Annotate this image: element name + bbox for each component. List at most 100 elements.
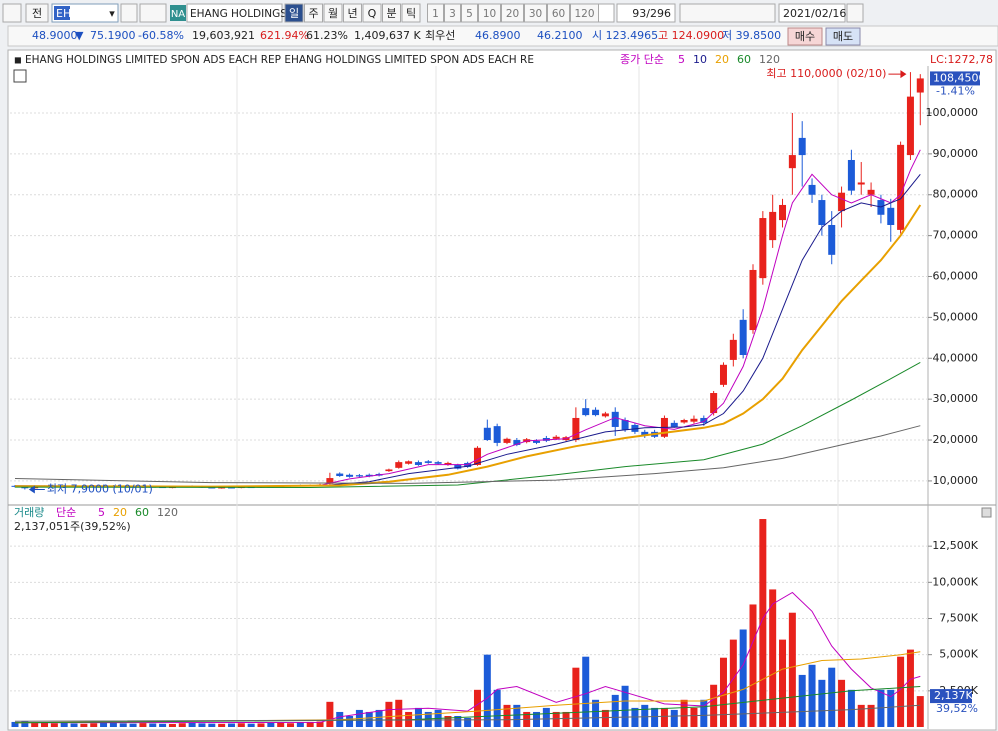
- period-button[interactable]: [362, 3, 382, 23]
- volume-bar: [798, 674, 806, 727]
- period[interactable]: 틱: [406, 7, 416, 20]
- search-button[interactable]: [120, 3, 138, 23]
- interval-button[interactable]: [524, 3, 547, 23]
- mode[interactable]: 전: [32, 7, 42, 20]
- period-button[interactable]: [343, 3, 362, 23]
- period[interactable]: 월: [328, 7, 338, 20]
- period-button[interactable]: [401, 3, 421, 23]
- period-button[interactable]: [284, 3, 304, 23]
- buy[interactable]: 매수: [795, 30, 815, 43]
- sell[interactable]: 매도: [833, 30, 853, 43]
- date[interactable]: 2021/02/16: [783, 7, 846, 20]
- candle-body: [434, 462, 442, 464]
- last-price: 108,4500: [933, 71, 986, 84]
- volume-bar: [572, 667, 580, 727]
- volume-bar: [592, 699, 600, 727]
- volume-bar: [808, 664, 816, 727]
- market: NA: [171, 9, 185, 20]
- volume-bar: [542, 707, 550, 727]
- candle-body: [385, 469, 393, 472]
- buy-button[interactable]: [787, 27, 823, 46]
- volume-bar: [198, 723, 206, 727]
- volume-bar: [670, 709, 678, 727]
- volume-bar: [287, 723, 295, 727]
- dropdown-arrow[interactable]: ▾: [109, 7, 115, 20]
- sell-button[interactable]: [825, 27, 861, 46]
- period[interactable]: 주: [308, 7, 318, 20]
- interval-button[interactable]: [547, 3, 570, 23]
- interval-button[interactable]: [501, 3, 524, 23]
- interval-button[interactable]: [478, 3, 501, 23]
- low-note: 최저 7,9000 (10/01): [47, 483, 153, 496]
- candle-body: [582, 408, 590, 416]
- interval[interactable]: 120: [574, 8, 594, 20]
- volume-bar: [631, 707, 639, 727]
- price: 48.9000: [32, 29, 78, 42]
- period-button[interactable]: [323, 3, 343, 23]
- lc-label: LC:1272,78: [930, 53, 993, 66]
- interval[interactable]: 5: [466, 8, 473, 20]
- panel-close[interactable]: [981, 507, 992, 518]
- interval-button[interactable]: [444, 3, 461, 23]
- tool-icons[interactable]: [679, 3, 776, 23]
- interval[interactable]: 10: [483, 8, 496, 20]
- mode-button[interactable]: [25, 3, 49, 23]
- candle-body: [208, 487, 216, 489]
- candle-body: [395, 462, 403, 468]
- volume-bar: [296, 722, 304, 727]
- candle-body: [759, 218, 767, 279]
- interval[interactable]: 30: [529, 8, 542, 20]
- volume-bar: [375, 709, 383, 727]
- volume-bar: [473, 689, 481, 727]
- change-arrow: ▼: [75, 29, 84, 42]
- interval[interactable]: 3: [449, 8, 456, 20]
- legend-entry: 5: [678, 53, 685, 66]
- period[interactable]: 년: [347, 7, 357, 20]
- y-tick-label: 50,0000: [933, 310, 979, 323]
- interval[interactable]: 20: [506, 8, 519, 20]
- volume-bar: [139, 723, 147, 727]
- interval-button[interactable]: [461, 3, 478, 23]
- candle-body: [818, 200, 826, 225]
- volume-bar: [916, 696, 924, 727]
- calendar-button[interactable]: [846, 3, 864, 23]
- volume-bar: [178, 723, 186, 727]
- interval[interactable]: 1: [432, 8, 439, 20]
- low-price: 저 39.8500: [722, 29, 781, 42]
- last-volume-rate: 39,52%: [936, 702, 978, 715]
- volume-bar: [857, 704, 865, 727]
- interval-button[interactable]: [427, 3, 444, 23]
- volume-bar: [188, 722, 196, 727]
- period-button[interactable]: [382, 3, 401, 23]
- table-icon[interactable]: [13, 69, 27, 83]
- candle-body: [611, 411, 619, 427]
- candle-body: [916, 78, 924, 93]
- candle-body: [719, 364, 727, 385]
- volume-bar: [60, 722, 68, 727]
- y-tick-label: 12,500K: [932, 539, 978, 552]
- volume-bar: [90, 723, 98, 727]
- menu-icon[interactable]: [2, 3, 22, 23]
- period[interactable]: Q: [368, 7, 377, 20]
- candle-body: [798, 137, 806, 156]
- date-box[interactable]: [778, 3, 846, 23]
- period[interactable]: 일: [289, 6, 299, 20]
- sound-button[interactable]: [139, 3, 167, 23]
- y-tick-label: 7,500K: [939, 612, 978, 625]
- candle-body: [729, 339, 737, 360]
- candle-body: [326, 478, 334, 484]
- volume-bar: [759, 519, 767, 727]
- period-button[interactable]: [304, 3, 323, 23]
- amount: 1,409,637 K: [354, 29, 421, 42]
- period[interactable]: 분: [386, 7, 396, 20]
- low-arrowhead: [28, 485, 35, 494]
- stock-name: EHANG HOLDINGS L: [190, 8, 296, 20]
- moving-average: [14, 173, 921, 488]
- interval[interactable]: 60: [552, 8, 565, 20]
- candle-body: [641, 431, 649, 436]
- interval-button[interactable]: [570, 3, 599, 23]
- code[interactable]: EH: [56, 7, 71, 20]
- high-note: 최고 110,0000 (02/10): [766, 67, 886, 80]
- volume-bar: [70, 723, 78, 727]
